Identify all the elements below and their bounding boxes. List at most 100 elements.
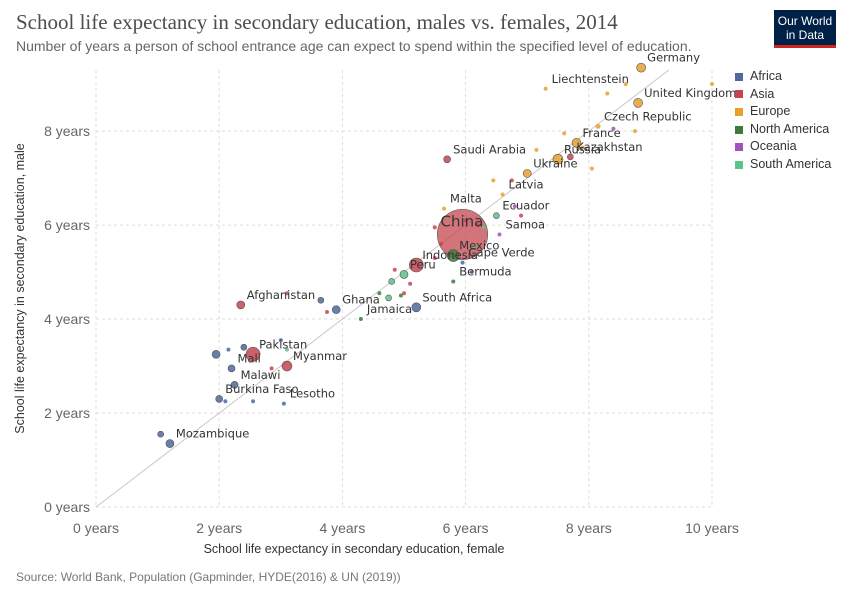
point-label: Czech Republic bbox=[604, 109, 692, 123]
data-point-cape-verde bbox=[460, 260, 465, 265]
data-point bbox=[284, 291, 289, 296]
data-point-peru bbox=[399, 270, 409, 279]
legend-swatch bbox=[735, 72, 743, 81]
x-tick-label: 6 years bbox=[443, 520, 489, 536]
legend-label: Africa bbox=[750, 69, 782, 83]
data-point-liechtenstein bbox=[543, 86, 548, 91]
data-point bbox=[475, 223, 480, 228]
chart-title: School life expectancy in secondary educ… bbox=[16, 10, 618, 34]
point-label: Lesotho bbox=[290, 387, 335, 401]
x-tick-label: 10 years bbox=[685, 520, 739, 536]
data-point-myanmar bbox=[281, 360, 293, 372]
point-label: Afghanistan bbox=[247, 288, 315, 302]
point-label: Ecuador bbox=[502, 199, 549, 213]
legend-item-north-america[interactable]: North America bbox=[735, 122, 829, 136]
owid-logo[interactable]: Our World in Data bbox=[774, 10, 836, 48]
data-point bbox=[472, 244, 477, 249]
data-point bbox=[377, 291, 382, 296]
x-tick-label: 8 years bbox=[566, 520, 612, 536]
data-point-ukraine bbox=[522, 169, 532, 178]
point-label: Mozambique bbox=[176, 427, 249, 441]
data-point bbox=[402, 291, 406, 296]
data-point-mozambique bbox=[165, 439, 175, 448]
point-label: Liechtenstein bbox=[552, 72, 629, 86]
data-point bbox=[512, 204, 517, 209]
point-label: United Kingdom bbox=[644, 86, 736, 100]
legend-item-asia[interactable]: Asia bbox=[735, 87, 774, 101]
data-point bbox=[226, 347, 231, 352]
data-point bbox=[284, 347, 289, 352]
data-point-samoa bbox=[497, 232, 502, 237]
chart-subtitle: Number of years a person of school entra… bbox=[16, 38, 692, 54]
data-point bbox=[251, 399, 256, 404]
legend-item-europe[interactable]: Europe bbox=[735, 104, 790, 118]
data-point bbox=[398, 293, 403, 298]
data-point-saudi-arabia bbox=[443, 155, 451, 164]
legend-swatch bbox=[735, 90, 743, 99]
data-point-russia bbox=[552, 153, 564, 165]
point-label: Cape Verde bbox=[469, 246, 535, 260]
point-label: South Africa bbox=[422, 290, 492, 304]
point-label: Indonesia bbox=[422, 248, 478, 262]
data-point-mexico bbox=[446, 249, 460, 262]
point-label: Kazakhstan bbox=[576, 140, 642, 154]
x-tick-label: 0 years bbox=[73, 520, 119, 536]
data-point bbox=[317, 296, 325, 304]
source-note: Source: World Bank, Population (Gapminde… bbox=[16, 570, 401, 584]
legend-label: Europe bbox=[750, 104, 791, 119]
data-point-czech-republic bbox=[595, 123, 601, 129]
data-point-united-kingdom bbox=[633, 98, 643, 108]
logo-line-2: in Data bbox=[785, 28, 825, 42]
legend-item-oceania[interactable]: Oceania bbox=[735, 139, 797, 153]
y-tick-label: 4 years bbox=[44, 311, 90, 327]
data-point bbox=[269, 366, 274, 371]
data-point bbox=[482, 225, 487, 230]
point-label: Ghana bbox=[342, 293, 380, 307]
y-tick-label: 2 years bbox=[44, 405, 90, 421]
point-label: Samoa bbox=[505, 217, 545, 231]
data-point bbox=[710, 82, 714, 87]
data-point-lesotho bbox=[281, 401, 286, 406]
y-tick-label: 6 years bbox=[44, 217, 90, 233]
x-axis-title: School life expectancy in secondary educ… bbox=[204, 542, 505, 556]
data-point-indonesia bbox=[409, 257, 424, 273]
data-point bbox=[519, 213, 524, 218]
point-label: Peru bbox=[410, 257, 436, 271]
data-point-mali bbox=[227, 364, 236, 373]
y-axis-title: School life expectancy in secondary educ… bbox=[13, 143, 27, 433]
legend-label: North America bbox=[750, 121, 830, 136]
y-tick-label: 8 years bbox=[44, 123, 90, 139]
data-point-bermuda bbox=[451, 279, 456, 284]
point-label: Saudi Arabia bbox=[453, 142, 526, 156]
data-point-afghanistan bbox=[236, 300, 246, 310]
data-point bbox=[432, 255, 437, 260]
point-label: Latvia bbox=[509, 178, 544, 192]
data-point bbox=[580, 145, 585, 150]
legend-item-africa[interactable]: Africa bbox=[735, 69, 782, 83]
point-label: Bermuda bbox=[459, 264, 511, 278]
y-tick-label: 0 years bbox=[44, 499, 90, 515]
data-point bbox=[438, 241, 443, 246]
data-point-malawi bbox=[230, 381, 239, 389]
point-label: Jamaica bbox=[366, 302, 412, 316]
data-point bbox=[534, 147, 539, 152]
data-point bbox=[240, 343, 248, 351]
point-label: Myanmar bbox=[293, 349, 347, 363]
x-tick-label: 4 years bbox=[319, 520, 365, 536]
point-label: Malawi bbox=[241, 368, 281, 382]
data-point bbox=[325, 309, 329, 314]
data-point bbox=[562, 131, 567, 136]
point-label: China bbox=[441, 212, 484, 230]
data-point bbox=[633, 129, 637, 134]
data-point-pakistan bbox=[245, 346, 261, 362]
data-point bbox=[509, 178, 514, 183]
data-point bbox=[388, 278, 395, 285]
data-point bbox=[432, 225, 437, 230]
legend-label: Oceania bbox=[750, 139, 797, 154]
data-point-latvia bbox=[500, 192, 505, 197]
point-label: Malta bbox=[450, 192, 482, 206]
data-point-ecuador bbox=[493, 212, 500, 219]
legend-item-south-america[interactable]: South America bbox=[735, 157, 831, 171]
data-point bbox=[278, 338, 283, 343]
data-point bbox=[157, 430, 164, 438]
